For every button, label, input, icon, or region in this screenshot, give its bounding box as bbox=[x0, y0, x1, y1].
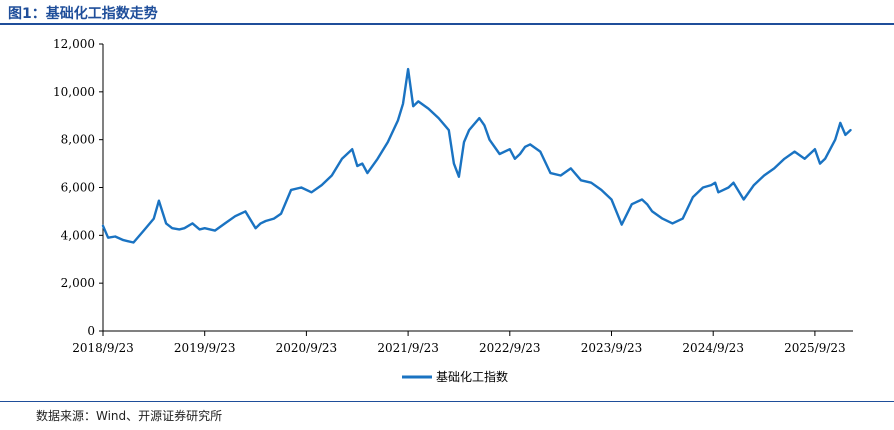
legend-label: 基础化工指数 bbox=[436, 369, 508, 384]
x-tick-label: 2021/9/23 bbox=[377, 341, 439, 355]
x-tick-label: 2019/9/23 bbox=[174, 341, 236, 355]
y-tick-label: 12,000 bbox=[53, 37, 95, 51]
footer-divider bbox=[0, 401, 894, 402]
y-tick-label: 4,000 bbox=[61, 228, 95, 242]
x-tick-label: 2023/9/23 bbox=[581, 341, 643, 355]
y-tick-label: 6,000 bbox=[61, 181, 95, 195]
y-tick-label: 10,000 bbox=[53, 85, 95, 99]
x-tick-label: 2022/9/23 bbox=[479, 341, 541, 355]
y-axis: 0 2,000 4,000 6,000 8,000 10,000 12,000 bbox=[53, 37, 104, 338]
x-axis: 2018/9/23 2019/9/23 2020/9/23 2021/9/23 2022… bbox=[72, 330, 853, 355]
x-tick-label: 2025/9/23 bbox=[784, 341, 846, 355]
figure-title: 图1：基础化工指数走势 bbox=[8, 6, 158, 22]
x-tick-label: 2018/9/23 bbox=[72, 341, 134, 355]
title-divider bbox=[0, 23, 894, 25]
y-tick-label: 8,000 bbox=[61, 133, 95, 147]
series-group bbox=[101, 67, 852, 244]
line-chart: 0 2,000 4,000 6,000 8,000 10,000 12,000 2018/9… bbox=[53, 37, 853, 384]
source-note: 数据来源：Wind、开源证券研究所 bbox=[36, 409, 223, 423]
legend: 基础化工指数 bbox=[402, 369, 508, 384]
series-line bbox=[101, 67, 852, 244]
y-tick-label: 0 bbox=[87, 324, 95, 338]
x-tick-label: 2020/9/23 bbox=[276, 341, 338, 355]
y-tick-label: 2,000 bbox=[61, 276, 95, 290]
x-tick-label: 2024/9/23 bbox=[682, 341, 744, 355]
